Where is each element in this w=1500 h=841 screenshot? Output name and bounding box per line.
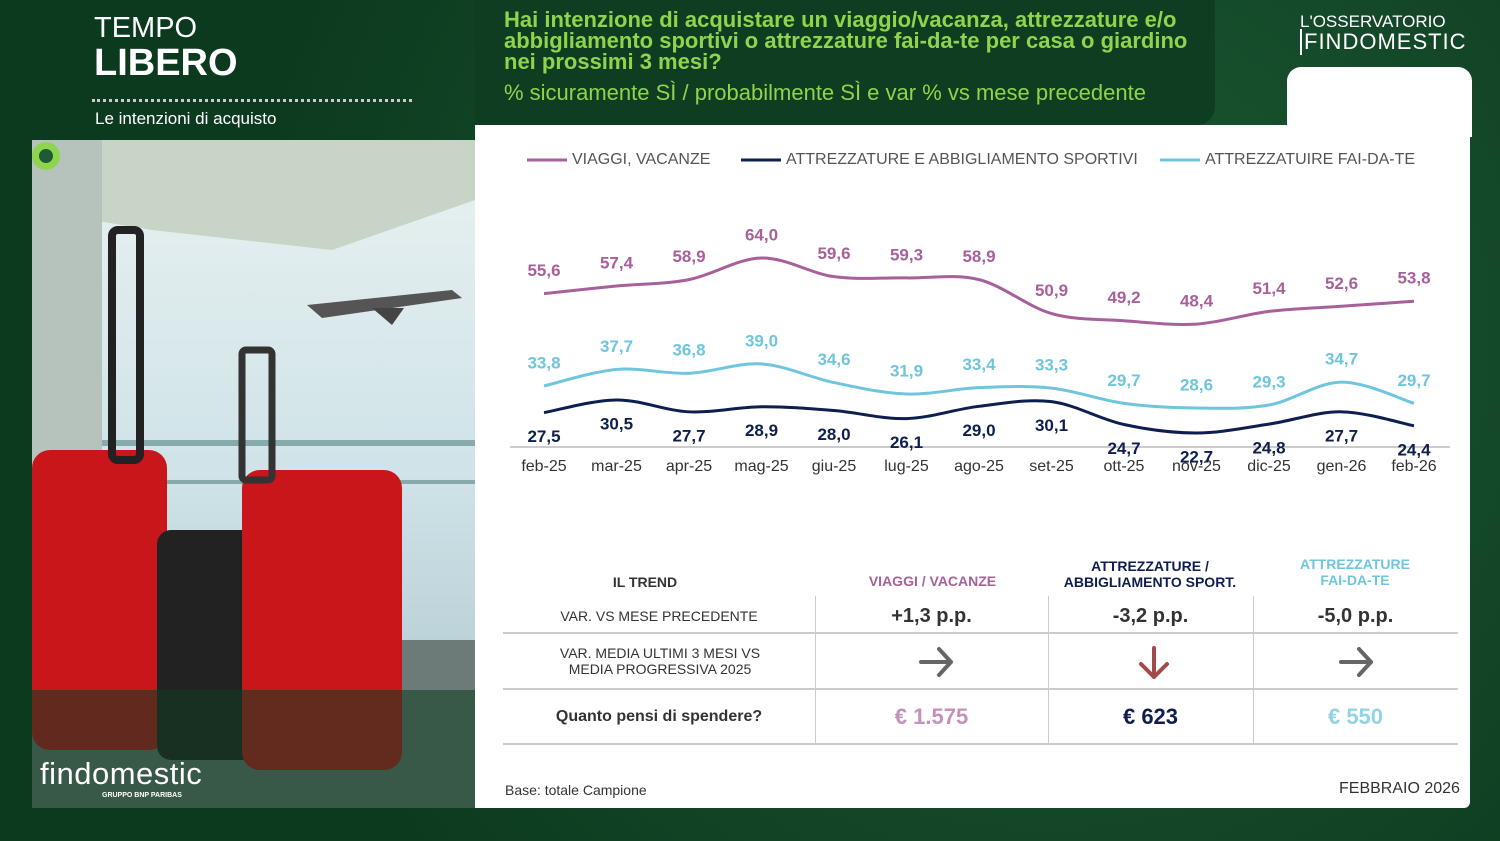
data-label: 28,6: [1180, 375, 1213, 394]
section-title: LIBERO: [94, 42, 238, 84]
series-line: [543, 398, 1415, 435]
brand: FINDOMESTIC: [1300, 29, 1467, 55]
data-label: 29,3: [1252, 373, 1285, 392]
x-tick-label: set-25: [1029, 458, 1074, 475]
data-label: 26,1: [890, 433, 923, 452]
line-chart: feb-25 mar-25 apr-25 mag-25 giu-25 lug-25 ago-…: [510, 151, 1450, 475]
legend-label: VIAGGI, VACANZE: [572, 151, 710, 168]
data-label: 33,3: [1035, 356, 1068, 375]
data-label: 29,7: [1107, 371, 1140, 390]
data-label: 50,9: [1035, 281, 1068, 300]
cell: +1,3 p.p.: [891, 604, 972, 627]
table-header: VIAGGI / VACANZE: [868, 573, 997, 589]
data-label: 24,8: [1252, 439, 1285, 458]
row-line: [503, 743, 1458, 745]
data-label: 51,4: [1252, 279, 1286, 298]
cell: € 623: [1122, 703, 1179, 729]
col-line: [815, 596, 816, 744]
data-label: 29,7: [1397, 371, 1430, 390]
x-tick-label: feb-25: [521, 458, 566, 475]
x-tick-label: dic-25: [1247, 458, 1291, 475]
row-line: [503, 688, 1458, 690]
legend-label: ATTREZZATURE E ABBIGLIAMENTO SPORTIVI: [786, 151, 1138, 168]
legend-label: ATTREZZATUIRE FAI-DA-TE: [1205, 151, 1415, 168]
data-label: 64,0: [745, 225, 778, 244]
data-label: 52,6: [1325, 274, 1358, 293]
x-tick-label: mar-25: [591, 458, 642, 475]
data-label: 33,8: [527, 353, 560, 372]
data-label: 36,8: [672, 341, 705, 360]
x-tick-label: lug-25: [884, 458, 929, 475]
data-label: 59,6: [817, 244, 850, 263]
x-tick-label: ago-25: [954, 458, 1004, 475]
data-label: 33,4: [962, 355, 996, 374]
data-label: 28,9: [745, 421, 778, 440]
cell: € 550: [1327, 703, 1384, 729]
logo: findomestic: [40, 756, 203, 791]
trend-arrows: [919, 646, 1373, 679]
data-label: 53,8: [1397, 269, 1430, 288]
cell: -3,2 p.p.: [1112, 604, 1189, 627]
x-tick-label: giu-25: [812, 458, 857, 475]
data-label: 24,7: [1107, 439, 1140, 458]
data-label: 48,4: [1180, 292, 1214, 311]
data-label: 34,7: [1325, 350, 1358, 369]
cell: € 1.575: [894, 703, 969, 729]
brand: L'OSSERVATORIO: [1300, 12, 1446, 31]
data-label: 24,4: [1397, 440, 1431, 459]
series-line: [543, 362, 1415, 410]
table-header: ATTREZZATURE FAI-DA-TE: [1300, 556, 1410, 588]
data-label: 30,1: [1035, 416, 1068, 435]
row-label: Quanto pensi di spendere?: [555, 707, 763, 725]
row-line: [503, 632, 1458, 634]
row-label: VAR. MEDIA ULTIMI 3 MESI VS MEDIA PROGRE…: [559, 645, 761, 677]
data-label: 55,6: [527, 261, 560, 280]
logo-sub: GRUPPO BNP PARIBAS: [102, 792, 182, 799]
x-tick-label: mag-25: [734, 458, 788, 475]
cell: -5,0 p.p.: [1317, 604, 1394, 627]
col-line: [1253, 596, 1254, 744]
x-tick-label: feb-26: [1391, 458, 1436, 475]
data-label: 27,7: [672, 426, 705, 445]
divider: [92, 99, 412, 102]
date: FEBBRAIO 2026: [1339, 780, 1460, 797]
data-label: 27,7: [1325, 426, 1358, 445]
table-header: ATTREZZATURE / ABBIGLIAMENTO SPORT.: [1063, 558, 1237, 590]
data-label: 57,4: [600, 253, 634, 272]
data-label: 58,9: [672, 247, 705, 266]
x-tick-label: nov-25: [1172, 458, 1221, 475]
table-header: IL TREND: [612, 574, 678, 590]
panel-tab: [1287, 67, 1472, 137]
section-subtitle: Le intenzioni di acquisto: [95, 109, 277, 128]
content-panel: [475, 125, 1470, 808]
chart-subtitle: % sicuramente SÌ / probabilmente SÌ e va…: [504, 80, 1146, 105]
x-tick-label: ott-25: [1104, 458, 1145, 475]
x-tick-label: apr-25: [666, 458, 712, 475]
data-label: 59,3: [890, 245, 923, 264]
data-label: 30,5: [600, 414, 633, 433]
data-label: 29,0: [962, 421, 995, 440]
data-label: 58,9: [962, 247, 995, 266]
data-label: 34,6: [817, 350, 850, 369]
footnote: Base: totale Campione: [505, 782, 647, 798]
title-box: [475, 0, 1215, 125]
col-line: [1048, 596, 1049, 744]
series-line: [543, 256, 1415, 327]
data-label: 27,5: [527, 427, 560, 446]
data-label: 31,9: [890, 362, 923, 381]
row-label: VAR. VS MESE PRECEDENTE: [560, 608, 758, 624]
photo: [32, 140, 475, 808]
x-tick-label: gen-26: [1317, 458, 1367, 475]
section-title: TEMPO: [94, 12, 198, 44]
data-label: 37,7: [600, 337, 633, 356]
chart-title: Hai intenzione di acquistare un viaggio/…: [504, 7, 1188, 74]
data-label: 39,0: [745, 331, 778, 350]
data-label: 49,2: [1107, 288, 1140, 307]
data-label: 22,7: [1180, 447, 1213, 466]
data-label: 28,0: [817, 425, 850, 444]
